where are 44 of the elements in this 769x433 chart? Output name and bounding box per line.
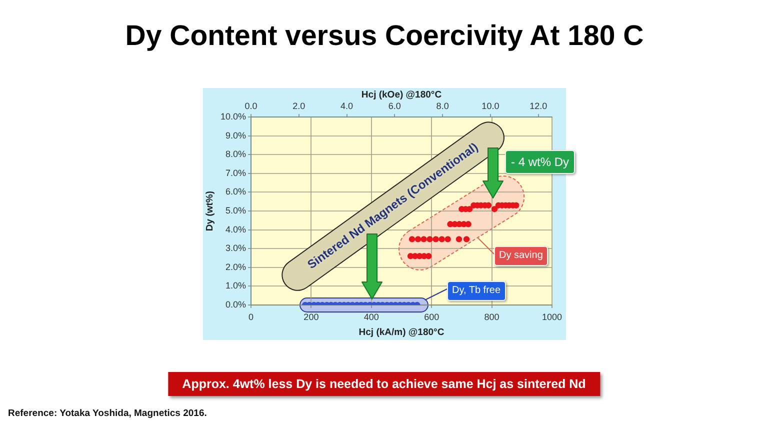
point xyxy=(425,253,432,260)
y-tick-label: 8.0% xyxy=(225,149,246,160)
x2-tick-label: 4.0 xyxy=(340,101,354,112)
x-tick-label: 600 xyxy=(424,312,440,322)
x-tick-label: 800 xyxy=(484,312,500,322)
annotation: - 4 wt% Dy xyxy=(505,150,576,174)
x-tick-label: 400 xyxy=(364,312,379,322)
y-tick-label: 3.0% xyxy=(225,243,246,254)
annotation: Dy, Tb free xyxy=(447,281,506,301)
x-tick-label: 0 xyxy=(248,312,254,322)
y-tick-label: 5.0% xyxy=(225,205,246,216)
x-tick-label: 200 xyxy=(304,312,319,322)
point xyxy=(408,236,416,242)
point xyxy=(432,236,439,242)
point xyxy=(438,236,445,242)
point xyxy=(463,236,470,242)
point xyxy=(491,206,498,212)
chart-title: Dy Content versus Coercivity At 180 C xyxy=(124,20,645,53)
text: Approx. 4wt% less Dy is needed to achieve same Hcj as sintered Nd xyxy=(168,372,600,396)
text: Reference: Yotaka Yoshida, Magnetics 2016. xyxy=(8,408,207,419)
point xyxy=(456,236,462,242)
x2-tick-label: 6.0 xyxy=(388,101,401,112)
y-tick-label: 6.0% xyxy=(225,186,246,197)
y-tick-label: 0.0% xyxy=(225,299,246,310)
x2-tick-label: 8.0 xyxy=(436,101,449,112)
x2-tick-label: 12.0 xyxy=(530,101,548,112)
y-tick-label: 4.0% xyxy=(225,224,246,234)
point xyxy=(426,236,433,242)
y-axis-title: Dy (wt%) xyxy=(204,190,216,232)
x2-tick-label: 0.0 xyxy=(244,101,258,112)
y-tick-label: 1.0% xyxy=(225,280,246,291)
point xyxy=(414,236,422,242)
point xyxy=(420,236,427,242)
y-tick-label: 9.0% xyxy=(225,130,246,140)
x2-axis-title: Hcj (kOe) @180°C xyxy=(361,89,442,100)
x2-tick-label: 2.0 xyxy=(292,101,306,112)
y-tick-label: 2.0% xyxy=(225,262,246,272)
y-tick-label: 10.0% xyxy=(220,111,246,122)
annotation: Dy saving xyxy=(494,246,548,266)
point xyxy=(444,236,451,242)
x-axis-title: Hcj (kA/m) @180°C xyxy=(358,326,444,338)
x-tick-label: 1000 xyxy=(542,312,562,322)
x2-tick-label: 10.0 xyxy=(482,101,500,112)
y-tick-label: 7.0% xyxy=(225,168,246,178)
